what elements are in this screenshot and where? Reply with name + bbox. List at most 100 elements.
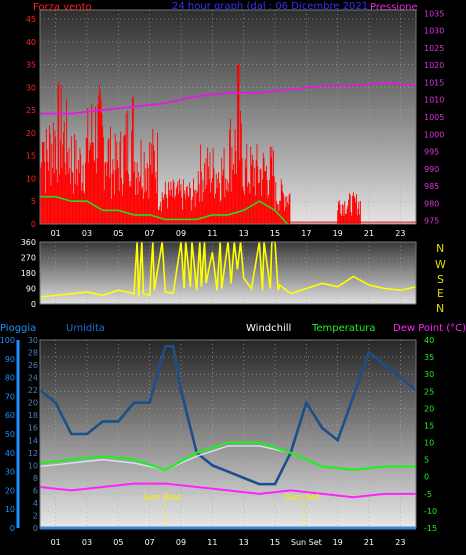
pressure-tick-label: 1025 — [424, 44, 444, 53]
humidity-tick-label: 24 — [28, 374, 38, 383]
compass-w: W — [435, 258, 446, 271]
pressure-tick-label: 1020 — [424, 61, 444, 70]
temp-tick-label: 10 — [424, 439, 434, 448]
temp-tick-label: 40 — [424, 336, 434, 345]
x-tick-label-bottom: 21 — [364, 538, 374, 547]
direction-tick-label: 180 — [21, 269, 36, 278]
humidity-tick-label: 16 — [28, 424, 38, 433]
windchill-label: Windchill — [246, 323, 291, 334]
wind-panel-border — [39, 9, 417, 225]
humidity-tick-label: 0 — [33, 524, 38, 533]
pressure-tick-label: 985 — [424, 182, 439, 191]
wind-tick-label: 25 — [26, 106, 36, 115]
x-tick-label-top: 01 — [51, 229, 61, 238]
temp-tick-label: -15 — [424, 524, 437, 533]
wind-tick-label: 10 — [26, 174, 36, 183]
humidity-tick-label: 26 — [28, 361, 38, 370]
x-tick-label-top: 23 — [395, 229, 405, 238]
temp-tick-label: -5 — [424, 490, 432, 499]
rain-tick-label: 70 — [5, 392, 15, 401]
x-tick-label-bottom: Sun Set — [291, 538, 322, 547]
temp-tick-label: 5 — [424, 456, 429, 465]
x-tick-label-bottom: 19 — [333, 538, 343, 547]
rain-tick-label: 50 — [5, 430, 15, 439]
x-tick-label-bottom: 05 — [113, 538, 123, 547]
rain-tick-label: 10 — [5, 505, 15, 514]
x-tick-label-top: 03 — [82, 229, 92, 238]
pressure-tick-label: 1005 — [424, 113, 444, 122]
temp-tick-label: 35 — [424, 353, 434, 362]
temp-tick-label: 15 — [424, 421, 434, 430]
x-tick-label-top: 07 — [145, 229, 155, 238]
wind-tick-label: 0 — [31, 220, 36, 229]
rain-tick-label: 30 — [5, 468, 15, 477]
humidity-tick-label: 8 — [33, 474, 38, 483]
humidity-tick-label: 22 — [28, 386, 38, 395]
x-tick-label-bottom: 15 — [270, 538, 280, 547]
pressure-tick-label: 1035 — [424, 9, 444, 18]
temp-panel-border — [39, 339, 417, 529]
wind-tick-label: 5 — [31, 197, 36, 206]
x-tick-label-top: 21 — [364, 229, 374, 238]
wind-average-line — [40, 195, 289, 225]
rain-tick-label: 20 — [5, 486, 15, 495]
compass-n-bottom: N — [436, 302, 444, 315]
rain-tick-label: 40 — [5, 449, 15, 458]
sunset-label: Sun Set — [285, 493, 320, 503]
pressure-tick-label: 995 — [424, 148, 439, 157]
humidity-tick-label: 20 — [28, 399, 38, 408]
x-tick-label-bottom: 13 — [239, 538, 249, 547]
humidity-tick-label: 28 — [28, 349, 38, 358]
x-tick-label-bottom: 03 — [82, 538, 92, 547]
x-tick-label-bottom: 09 — [176, 538, 186, 547]
pressure-tick-label: 1000 — [424, 130, 444, 139]
wind-tick-label: 40 — [26, 38, 36, 47]
humidity-tick-label: 14 — [28, 436, 38, 445]
compass-s: S — [437, 273, 444, 286]
rain-tick-label: 80 — [5, 374, 15, 383]
pressure-tick-label: 980 — [424, 199, 439, 208]
series-line — [39, 344, 417, 486]
humidity-tick-label: 18 — [28, 411, 38, 420]
compass-e: E — [437, 287, 444, 300]
x-tick-label-bottom: 23 — [395, 538, 405, 547]
pressure-tick-label: 1010 — [424, 96, 444, 105]
pressure-tick-label: 1030 — [424, 27, 444, 36]
dewpoint-label: Dew Point (°C) — [393, 323, 466, 334]
compass-n-top: N — [436, 242, 444, 255]
x-tick-label-top: 15 — [270, 229, 280, 238]
x-tick-label-bottom: 01 — [51, 538, 61, 547]
x-tick-label-top: 09 — [176, 229, 186, 238]
wind-tick-label: 45 — [26, 15, 36, 24]
rain-tick-label: 60 — [5, 411, 15, 420]
rain-tick-label: 0 — [10, 524, 15, 533]
direction-panel-border — [39, 241, 417, 305]
humidity-tick-label: 2 — [33, 511, 38, 520]
x-tick-label-bottom: 11 — [207, 538, 217, 547]
humidity-tick-label: 30 — [28, 336, 38, 345]
temp-panel-bg — [40, 340, 416, 528]
temperature-label: Temperatura — [311, 323, 376, 334]
temp-tick-label: 30 — [424, 370, 434, 379]
series-line — [39, 441, 416, 472]
sunrise-label: Sun Rise — [143, 493, 182, 503]
wind-tick-label: 35 — [26, 61, 36, 70]
humidity-tick-label: 10 — [28, 461, 38, 470]
x-tick-label-top: 17 — [301, 229, 311, 238]
chart-title: 24 hour graph (dal : 06 Dicembre 2021 — [172, 1, 368, 12]
temp-tick-label: 25 — [424, 387, 434, 396]
x-tick-label-bottom: 07 — [145, 538, 155, 547]
temp-tick-label: -10 — [424, 507, 437, 516]
rain-tick-label: 100 — [0, 336, 15, 345]
wind-axis-label: Forza vento — [33, 2, 92, 13]
humidity-label: Umidita — [66, 323, 105, 334]
x-tick-label-top: 05 — [113, 229, 123, 238]
x-tick-label-top: 13 — [239, 229, 249, 238]
direction-tick-label: 90 — [26, 285, 36, 294]
pressure-line — [40, 81, 417, 115]
rain-label: Pioggia — [0, 323, 36, 334]
wind-tick-label: 30 — [26, 83, 36, 92]
series-line — [39, 482, 416, 499]
x-tick-label-top: 19 — [333, 229, 343, 238]
direction-tick-label: 0 — [31, 300, 36, 309]
